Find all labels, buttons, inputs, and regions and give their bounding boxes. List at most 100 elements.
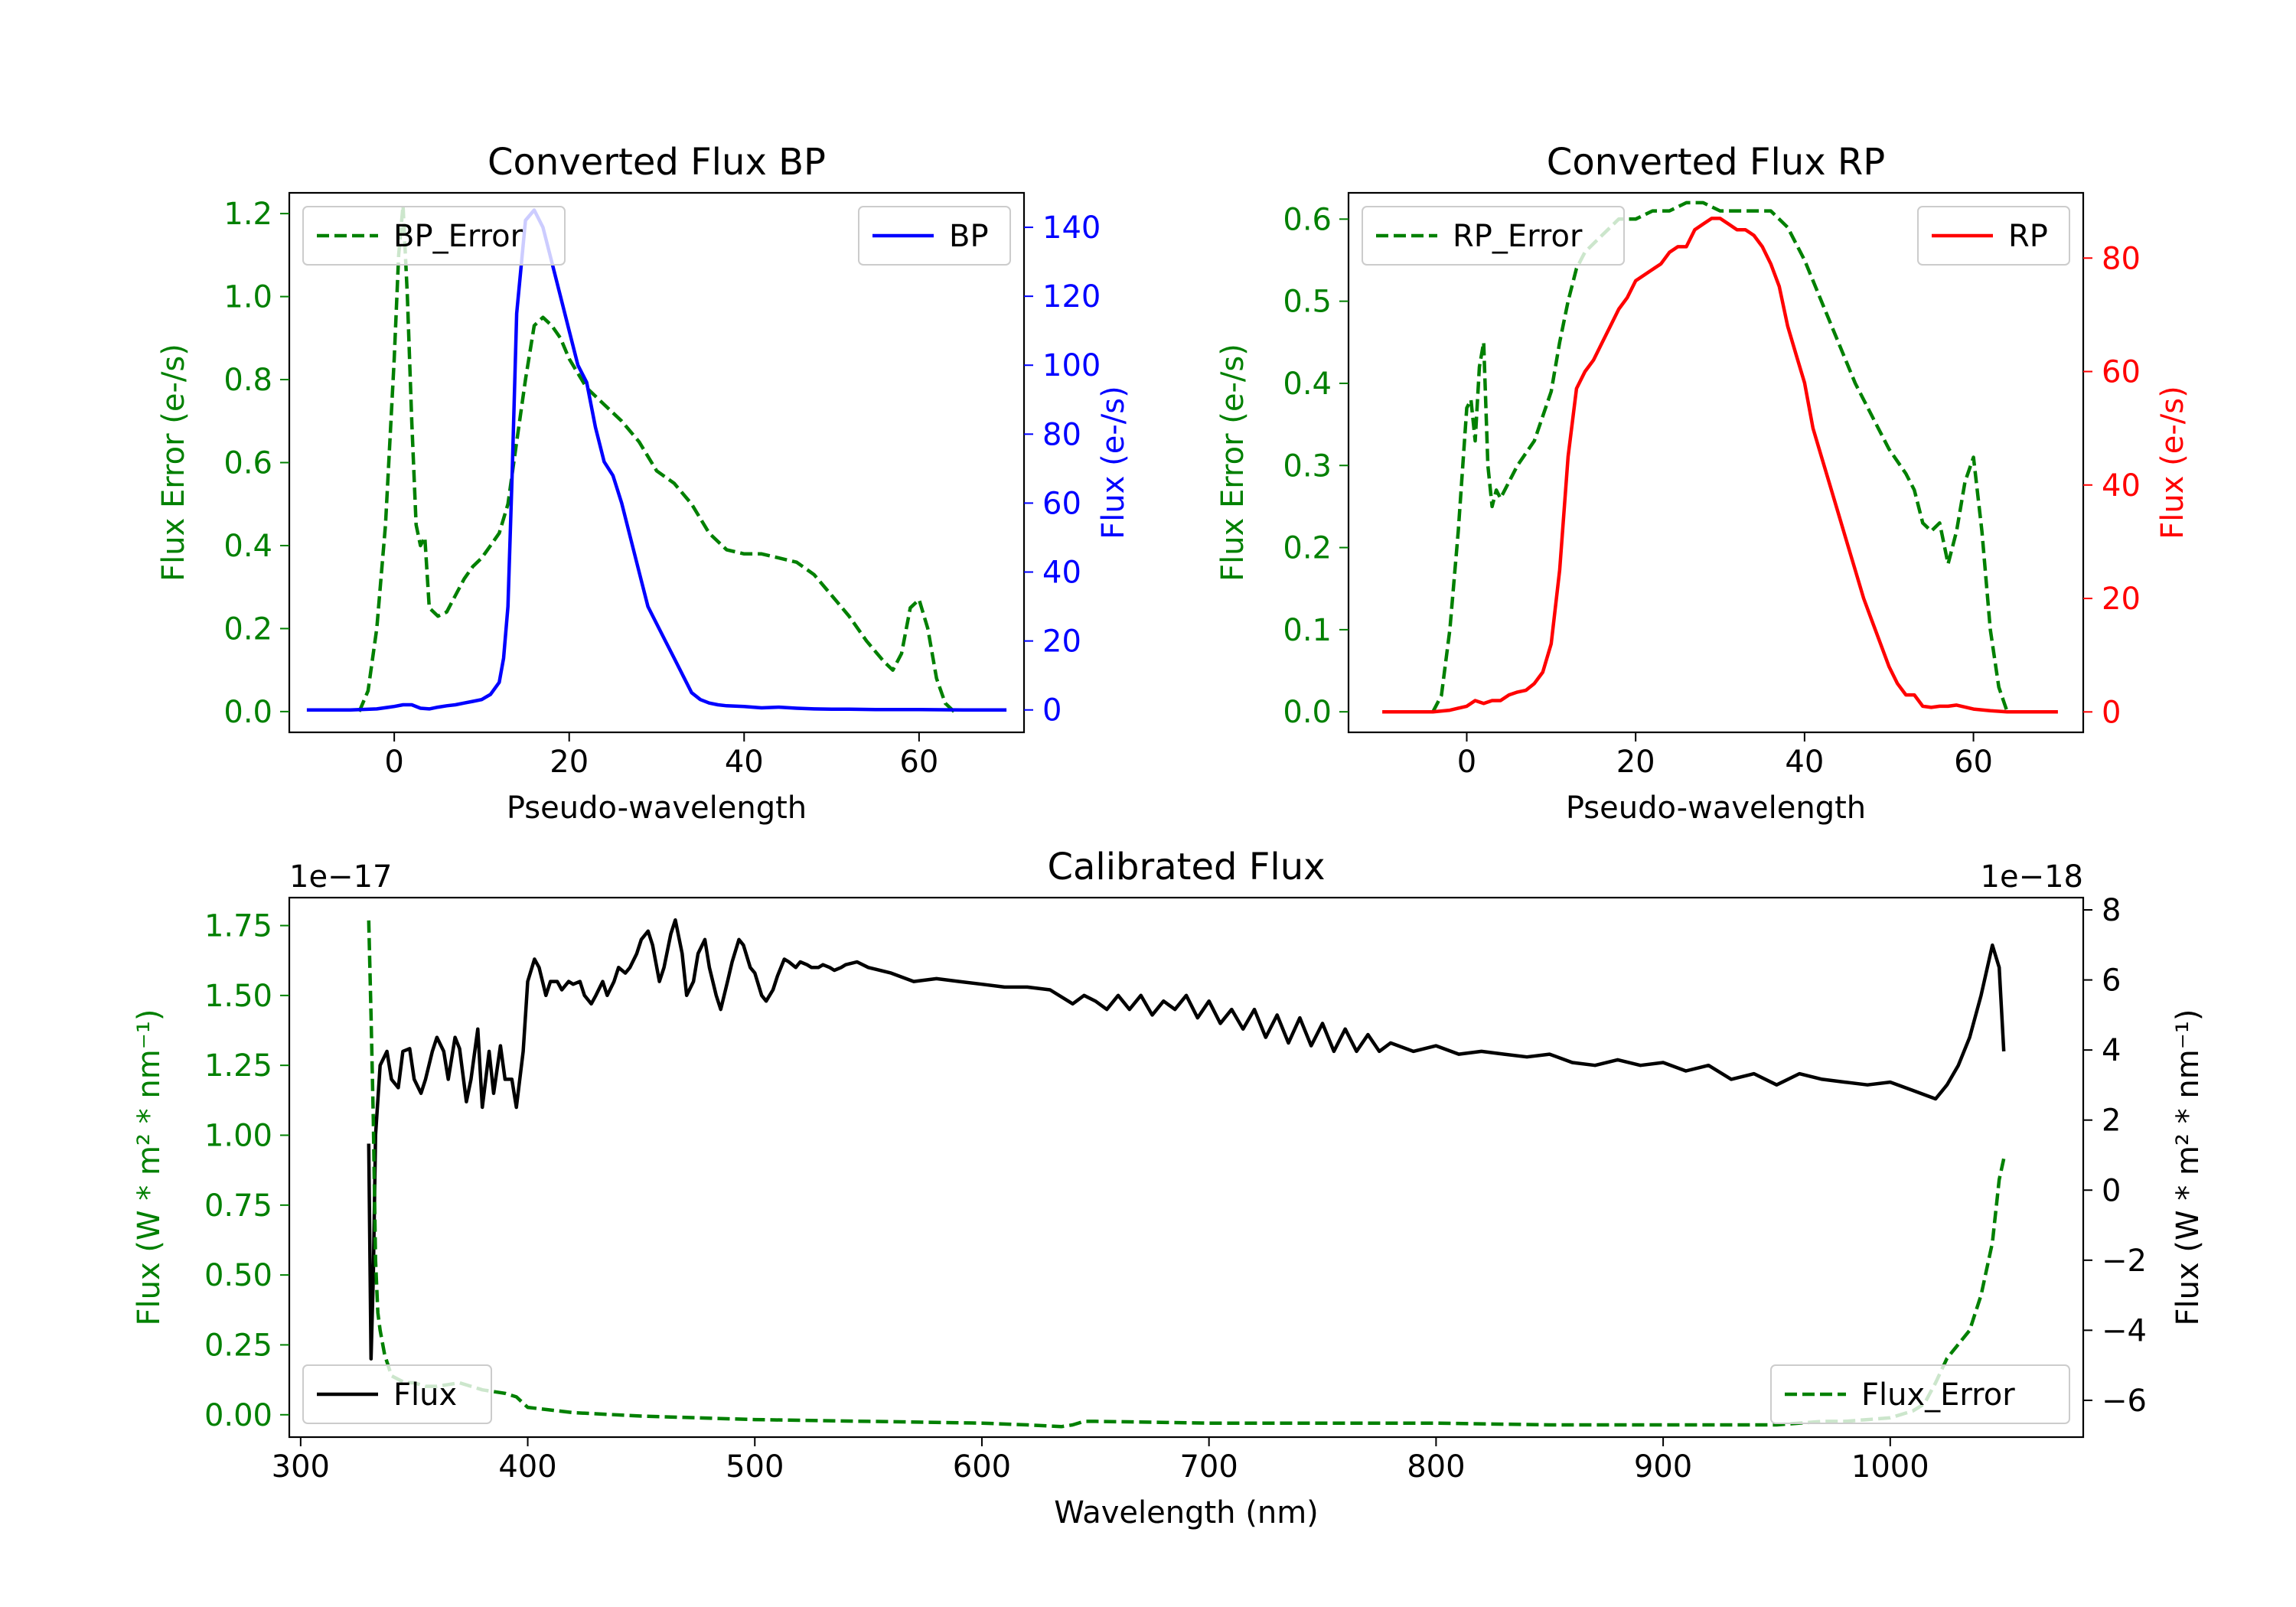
y-right-tick-label: 60 [2102,355,2141,390]
chart-title: Calibrated Flux [1047,846,1325,888]
legend-label: Flux [393,1377,457,1413]
x-tick-label: 800 [1407,1449,1465,1485]
y-right-tick-label: 2 [2102,1103,2121,1139]
x-tick-label: 400 [498,1449,556,1485]
chart-2: 0 20 40 60 0.0 0.1 0.2 0.3 0.4 0.5 0.6 0 20 40 60 80 Con… [1215,141,2190,826]
x-tick-label: 700 [1179,1449,1238,1485]
y-left-tick-label: 0.0 [1283,695,1332,730]
y-left-tick-label: 0.3 [1283,448,1332,484]
y-left-tick-label: 1.25 [204,1048,272,1084]
x-axis-label: Pseudo-wavelength [507,790,807,826]
y-left-tick-label: 0.75 [204,1188,272,1224]
x-tick-label: 20 [550,745,589,780]
series-line-rp [1382,217,2058,714]
y-left-tick-label: 0.8 [223,363,272,398]
y-right-tick-label: −6 [2102,1384,2147,1419]
legend-label: BP_Error [393,219,523,254]
y-right-axis-label: Flux (W * m² * nm⁻¹) [2170,1009,2206,1326]
legend-box [1770,1364,2070,1424]
y-right-tick-label: 20 [1042,624,1081,660]
y-right-tick-label: 40 [1042,556,1081,591]
plot-area [306,204,1007,713]
y-right-tick-label: 8 [2102,893,2121,928]
series-line-rp-error [1431,200,2009,713]
chart-3: 300 400 500 600 700 800 900 1000 0.00 0.25 0.50 0.7… [132,846,2206,1530]
y-right-tick-label: 20 [2102,582,2141,617]
y-right-tick-label: 120 [1042,279,1101,315]
legend-box [1362,206,1625,266]
series-line-flux [367,918,2006,1361]
y-right-tick-label: 80 [1042,417,1081,452]
legend-label: Flux_Error [1861,1377,2015,1413]
y-right-axis-label: Flux (e-/s) [1096,386,1131,539]
chart-title: Converted Flux BP [488,141,826,184]
y-left-axis-label: Flux (W * m² * nm⁻¹) [132,1009,167,1326]
plot-frame [1347,191,2085,734]
y-right-tick-label: 40 [2102,468,2141,504]
legend-box [1917,206,2070,266]
y-left-tick-label: 0.6 [1283,202,1332,237]
y-left-tick-label: 1.0 [223,280,272,315]
y-left-tick-label: 0.6 [223,446,272,481]
y-right-axis-label: Flux (e-/s) [2155,386,2190,539]
series-line-bp [306,208,1007,712]
legend-label: RP_Error [1453,219,1583,254]
y-right-tick-label: −4 [2102,1313,2147,1348]
y-right-tick-label: 0 [1042,693,1062,729]
x-tick-label: 500 [726,1449,784,1485]
y-left-tick-label: 1.00 [204,1118,272,1153]
y-left-tick-label: 0.4 [1283,367,1332,402]
y-right-tick-label: 6 [2102,963,2121,999]
legend-rp-error: RP_Error [1362,206,1625,266]
x-tick-label: 60 [1954,745,1993,780]
x-tick-label: 60 [899,745,938,780]
y-left-tick-label: 0.1 [1283,613,1332,648]
y-left-tick-label: 0.25 [204,1328,272,1363]
y-left-tick-label: 0.50 [204,1258,272,1293]
y-right-tick-label: 80 [2102,241,2141,276]
y-right-tick-label: −2 [2102,1244,2147,1279]
legend-bp-error: BP_Error [302,206,566,266]
x-tick-label: 0 [384,745,403,780]
y-left-tick-label: 0.00 [204,1398,272,1433]
legend-box [302,1364,492,1424]
plot-frame [288,896,2085,1439]
x-tick-label: 20 [1616,745,1655,780]
chart-title: Converted Flux RP [1547,141,1885,184]
x-tick-label: 600 [953,1449,1011,1485]
legend-rp: RP [1917,206,2070,266]
y-left-offset-label: 1e−17 [289,859,392,895]
y-left-tick-label: 0.2 [1283,531,1332,566]
x-tick-label: 40 [1785,745,1824,780]
x-tick-label: 1000 [1851,1449,1929,1485]
chart-1: 0 20 40 60 0.0 0.2 0.4 0.6 0.8 1.0 1.2 0 20 40 60 80 100… [156,141,1131,826]
y-right-offset-label: 1e−18 [1981,859,2083,895]
x-tick-label: 0 [1457,745,1476,780]
x-axis-label: Wavelength (nm) [1054,1495,1319,1530]
y-right-tick-label: 140 [1042,210,1101,246]
legend-label: BP [949,219,989,254]
y-right-tick-label: 0 [2102,1173,2121,1208]
series-line-bp-error [357,204,956,713]
y-left-tick-label: 0.4 [223,529,272,564]
y-left-tick-label: 0.2 [223,611,272,647]
y-right-tick-label: 0 [2102,695,2121,730]
legend-box [858,206,1011,266]
plot-area [367,918,2006,1429]
y-left-tick-label: 0.0 [223,695,272,730]
y-left-tick-label: 0.5 [1283,285,1332,320]
plot-area [1382,200,2058,714]
y-left-axis-label: Flux Error (e-/s) [1215,344,1251,582]
y-left-tick-label: 1.75 [204,909,272,944]
x-tick-label: 300 [272,1449,330,1485]
legend-flux: Flux [302,1364,492,1424]
x-tick-label: 900 [1634,1449,1692,1485]
y-right-tick-label: 4 [2102,1033,2121,1068]
legend-box [302,206,566,266]
x-tick-label: 40 [725,745,764,780]
legend-bp: BP [858,206,1011,266]
y-left-tick-label: 1.2 [223,197,272,232]
x-axis-label: Pseudo-wavelength [1566,790,1866,826]
legend-label: RP [2008,219,2048,254]
